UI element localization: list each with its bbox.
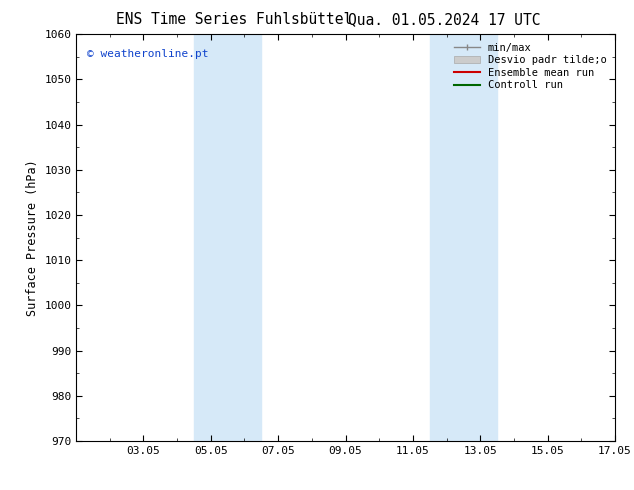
Text: ENS Time Series Fuhlsbüttel: ENS Time Series Fuhlsbüttel [117, 12, 353, 27]
Legend: min/max, Desvio padr tilde;o, Ensemble mean run, Controll run: min/max, Desvio padr tilde;o, Ensemble m… [450, 40, 610, 94]
Text: Qua. 01.05.2024 17 UTC: Qua. 01.05.2024 17 UTC [347, 12, 540, 27]
Y-axis label: Surface Pressure (hPa): Surface Pressure (hPa) [25, 159, 39, 316]
Bar [430, 34, 497, 441]
Bar [194, 34, 261, 441]
Text: © weatheronline.pt: © weatheronline.pt [87, 49, 209, 58]
